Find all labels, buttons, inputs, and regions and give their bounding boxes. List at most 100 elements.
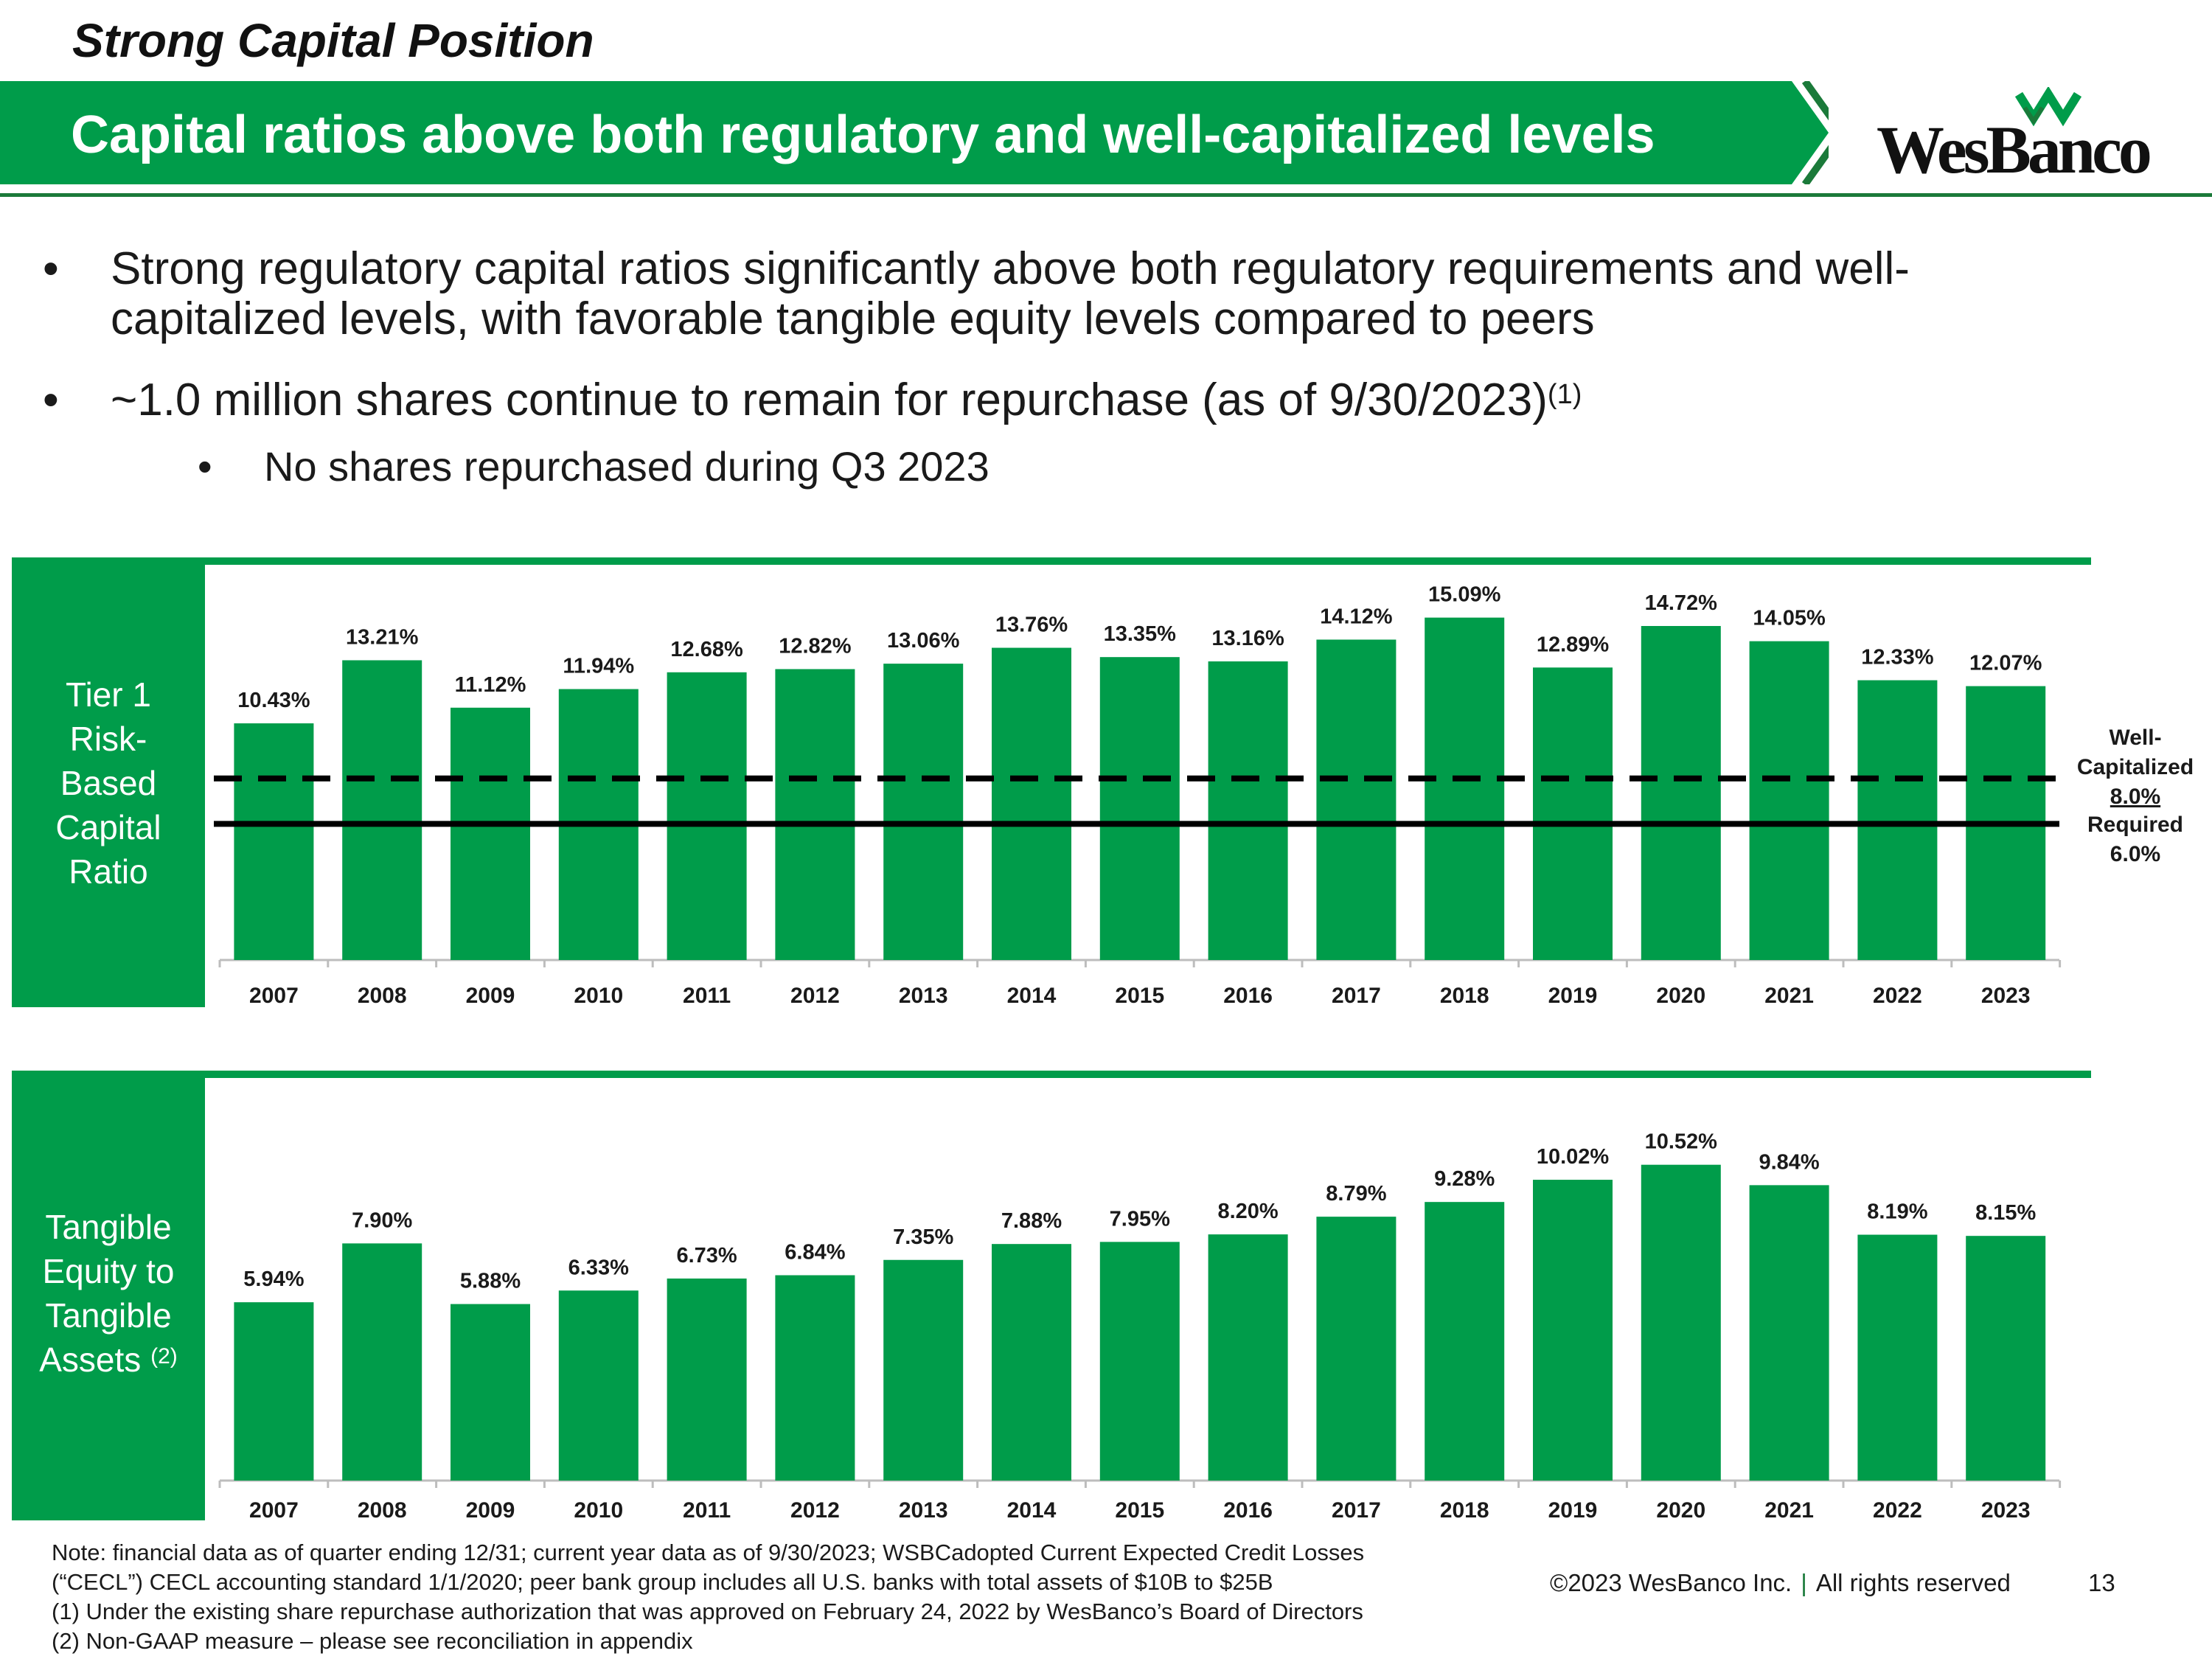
tce-tick-label-2007: 2007: [249, 1498, 299, 1523]
required-value: 6.0%: [2110, 842, 2160, 866]
tce-data-label-2022: 8.19%: [1867, 1200, 1927, 1224]
footnote-2: (2) Non-GAAP measure – please see reconc…: [52, 1628, 693, 1654]
footnote-1: (1) Under the existing share repurchase …: [52, 1599, 1363, 1624]
tce-tick-label-2013: 2013: [899, 1498, 948, 1523]
tier1-bar-2009: [451, 707, 530, 960]
tier1-tick-label-2008: 2008: [358, 984, 407, 1008]
tier1-tick-label-2013: 2013: [899, 984, 948, 1008]
tier1-data-label-2020: 14.72%: [1645, 591, 1718, 615]
tier1-panel-label-box: [12, 557, 205, 1007]
tier1-data-label-2018: 15.09%: [1428, 583, 1501, 607]
section-title: Strong Capital Position: [72, 14, 594, 67]
tce-data-label-2015: 7.95%: [1110, 1207, 1170, 1231]
tce-tick-label-2020: 2020: [1656, 1498, 1705, 1523]
tier1-data-label-2021: 14.05%: [1753, 607, 1826, 630]
tce-bar-2013: [883, 1259, 964, 1481]
tier1-bar-2015: [1099, 657, 1180, 960]
tce-data-label-2012: 6.84%: [785, 1241, 845, 1265]
copyright: ©2023 WesBanco Inc. | All rights reserved: [1550, 1569, 2011, 1596]
well-capitalized-label-line2: Capitalized: [2077, 755, 2194, 779]
tier1-tick-label-2021: 2021: [1764, 984, 1814, 1008]
tier1-data-label-2022: 12.33%: [1861, 646, 1934, 669]
tce-bar-2012: [775, 1275, 855, 1481]
tier1-bar-2019: [1533, 667, 1613, 960]
tier1-chart-top-rule: [205, 557, 2091, 565]
header-divider: [0, 193, 2212, 197]
tier1-data-label-2009: 11.12%: [455, 673, 526, 697]
tce-bar-2016: [1208, 1234, 1288, 1481]
tier1-bar-2017: [1316, 639, 1397, 960]
tce-bar-2009: [451, 1304, 530, 1481]
tce-bar-2010: [558, 1290, 639, 1481]
footnote-ref: (1): [1547, 379, 1582, 410]
tier1-data-label-2012: 12.82%: [779, 634, 852, 658]
tier1-data-label-2019: 12.89%: [1537, 633, 1610, 656]
tce-data-label-2021: 9.84%: [1759, 1150, 1819, 1174]
tce-panel-label: Tangible Equity to Tangible Assets (2): [39, 1208, 178, 1379]
tce-data-label-2016: 8.20%: [1217, 1200, 1278, 1223]
tce-bar-2021: [1749, 1185, 1829, 1481]
tier1-data-label-2017: 14.12%: [1320, 605, 1393, 628]
tce-tick-label-2012: 2012: [790, 1498, 840, 1523]
tce-tick-label-2011: 2011: [683, 1498, 731, 1523]
tier1-data-label-2016: 13.16%: [1211, 627, 1284, 650]
well-capitalized-label-line1: Well-: [2109, 726, 2161, 750]
tce-bar-2008: [342, 1243, 422, 1481]
tier1-tick-label-2014: 2014: [1007, 984, 1057, 1008]
tier1-panel-label: Tier 1 Risk- Based Capital Ratio: [55, 675, 161, 891]
tce-data-label-2008: 7.90%: [352, 1208, 412, 1232]
tier1-tick-label-2017: 2017: [1332, 984, 1381, 1008]
tce-bar-2014: [992, 1244, 1071, 1481]
tce-chart-top-rule: [205, 1071, 2091, 1078]
tier1-tick-label-2015: 2015: [1115, 984, 1164, 1008]
logo-wordmark: WesBanco: [1877, 112, 2152, 187]
tce-tick-label-2017: 2017: [1332, 1498, 1381, 1523]
tier1-data-label-2014: 13.76%: [995, 613, 1068, 637]
tier1-bar-2018: [1425, 617, 1505, 960]
tier1-bar-2012: [775, 669, 855, 960]
banner-title: Capital ratios above both regulatory and…: [71, 105, 1655, 164]
tce-bar-2015: [1099, 1242, 1180, 1481]
tier1-data-label-2013: 13.06%: [887, 629, 960, 653]
tier1-data-label-2008: 13.21%: [346, 625, 419, 649]
tce-tick-label-2016: 2016: [1223, 1498, 1273, 1523]
tier1-bar-2011: [667, 672, 747, 960]
tier1-tick-label-2019: 2019: [1548, 984, 1598, 1008]
tce-data-label-2023: 8.15%: [1975, 1201, 2036, 1225]
tce-data-label-2019: 10.02%: [1537, 1145, 1610, 1169]
tce-tick-label-2019: 2019: [1548, 1498, 1598, 1523]
tce-bar-2023: [1966, 1236, 2046, 1481]
wesbanco-w-logo-icon: [2014, 87, 2082, 127]
tce-data-label-2017: 8.79%: [1326, 1182, 1386, 1206]
tce-bar-2018: [1425, 1202, 1505, 1481]
tce-panel-label-box: [12, 1071, 205, 1520]
tier1-bar-2008: [342, 660, 422, 960]
bullet-text-line2: capitalized levels, with favorable tangi…: [111, 293, 1595, 344]
tier1-data-label-2007: 10.43%: [237, 689, 310, 712]
tier1-tick-label-2009: 2009: [466, 984, 515, 1008]
title-banner: [0, 81, 1829, 184]
tce-tick-label-2018: 2018: [1440, 1498, 1489, 1523]
tier1-data-label-2023: 12.07%: [1969, 652, 2042, 675]
tce-tick-label-2022: 2022: [1873, 1498, 1922, 1523]
tce-data-label-2011: 6.73%: [676, 1244, 737, 1267]
required-label: Required: [2087, 813, 2183, 837]
tier1-tick-label-2012: 2012: [790, 984, 840, 1008]
tce-data-label-2009: 5.88%: [460, 1270, 521, 1293]
bullet-text: ~1.0 million shares continue to remain f…: [111, 375, 1548, 425]
tier1-data-label-2011: 12.68%: [670, 638, 743, 661]
tier1-tick-label-2020: 2020: [1656, 984, 1705, 1008]
tce-tick-label-2010: 2010: [574, 1498, 623, 1523]
tier1-bar-2022: [1857, 680, 1938, 960]
tce-bar-2022: [1857, 1234, 1938, 1481]
tce-data-label-2013: 7.35%: [893, 1225, 953, 1249]
sub-bullet-text: No shares repurchased during Q3 2023: [264, 443, 990, 490]
tier1-tick-label-2007: 2007: [249, 984, 299, 1008]
tier1-bar-2016: [1208, 661, 1288, 960]
tce-data-label-2014: 7.88%: [1001, 1209, 1062, 1233]
tce-tick-label-2014: 2014: [1007, 1498, 1057, 1523]
tce-bar-2017: [1316, 1217, 1397, 1481]
tier1-tick-label-2023: 2023: [1981, 984, 2031, 1008]
footnote-note-line2: (“CECL”) CECL accounting standard 1/1/20…: [52, 1569, 1273, 1595]
